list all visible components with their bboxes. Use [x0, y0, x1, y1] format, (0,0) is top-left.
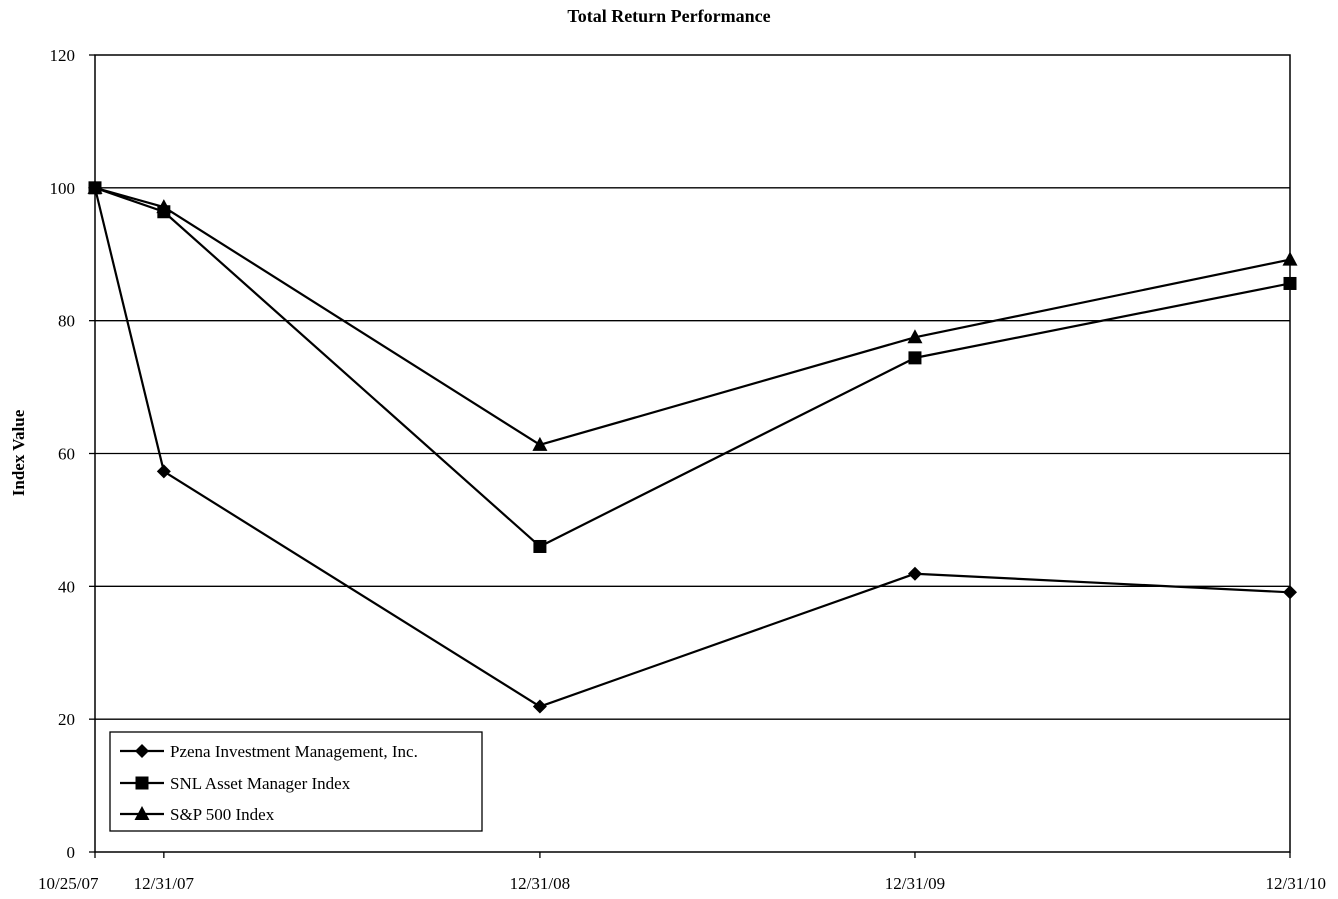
x-axis: 10/25/07 12/31/07 12/31/08 12/31/09 12/31/10 [38, 852, 1326, 893]
data-point-diamond [533, 700, 547, 714]
y-axis: 0 20 40 60 80 100 120 [50, 46, 96, 862]
legend-marker-square [136, 777, 149, 790]
series-line [95, 188, 1290, 445]
y-tick-label: 40 [58, 577, 75, 596]
y-tick-label: 80 [58, 312, 75, 331]
y-tick-label: 100 [50, 179, 76, 198]
data-point-square [1284, 277, 1297, 290]
series-square [89, 181, 1297, 553]
legend-label: S&P 500 Index [170, 805, 275, 824]
gridlines [95, 188, 1290, 719]
legend: Pzena Investment Management, Inc. SNL Ass… [110, 732, 482, 831]
data-point-square [533, 540, 546, 553]
x-tick-label: 10/25/07 [38, 874, 99, 893]
legend-label: SNL Asset Manager Index [170, 774, 351, 793]
series-triangle [88, 180, 1298, 451]
data-point-diamond [1283, 585, 1297, 599]
series-diamond [88, 181, 1297, 714]
y-tick-label: 0 [67, 843, 76, 862]
x-tick-label: 12/31/08 [510, 874, 570, 893]
data-point-square [908, 351, 921, 364]
legend-label: Pzena Investment Management, Inc. [170, 742, 418, 761]
data-point-diamond [908, 567, 922, 581]
y-tick-label: 120 [50, 46, 76, 65]
chart-title: Total Return Performance [567, 6, 770, 26]
x-tick-label: 12/31/07 [134, 874, 195, 893]
x-tick-label: 12/31/09 [885, 874, 945, 893]
y-tick-label: 60 [58, 445, 75, 464]
series-layer [88, 180, 1298, 714]
data-point-triangle [1283, 252, 1298, 266]
series-line [95, 188, 1290, 707]
y-tick-label: 20 [58, 710, 75, 729]
x-tick-label: 12/31/10 [1266, 874, 1326, 893]
series-line [95, 188, 1290, 547]
y-axis-label: Index Value [9, 409, 28, 496]
data-point-diamond [157, 464, 171, 478]
